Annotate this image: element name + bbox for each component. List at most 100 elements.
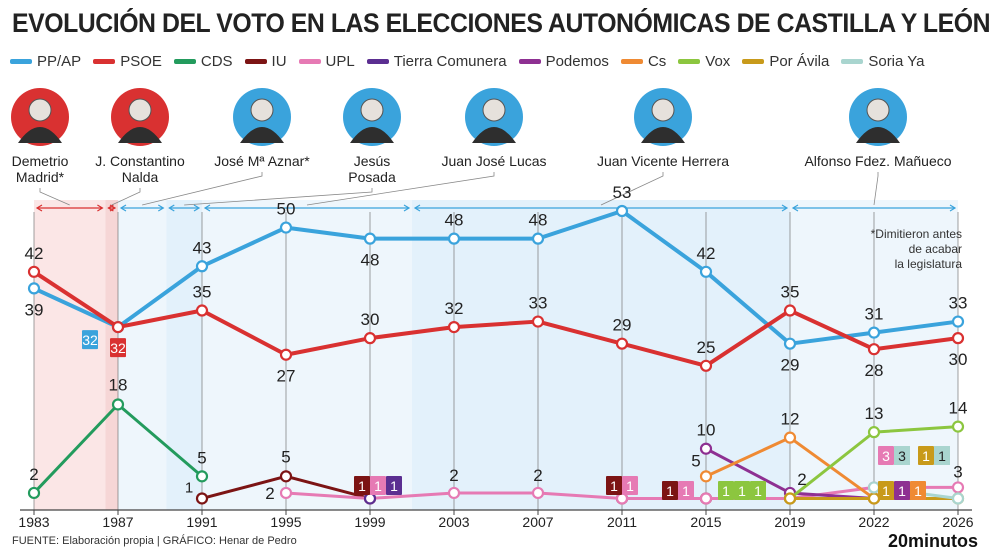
data-label-psoe: 25 xyxy=(697,338,716,357)
legend-swatch xyxy=(173,58,196,64)
badge-vox-2019c: 1 xyxy=(750,481,766,500)
data-label-pp: 50 xyxy=(277,200,296,219)
x-tick-label: 2015 xyxy=(690,514,721,530)
data-point-pp xyxy=(951,315,965,328)
arrow-head-left xyxy=(119,204,127,212)
legend-item-upl: UPL xyxy=(298,53,355,70)
data-label-pp: 42 xyxy=(697,244,716,263)
data-point-pp xyxy=(279,221,293,234)
badge-upl-1999: 1 xyxy=(370,476,386,495)
legend-item-cs: Cs xyxy=(620,52,667,70)
portrait-body xyxy=(641,127,685,143)
badge-rect xyxy=(878,446,894,465)
data-point-psoe xyxy=(531,315,545,328)
badge-label: 1 xyxy=(374,478,382,494)
name-leader xyxy=(111,188,141,206)
x-tick-label: 1999 xyxy=(354,514,385,530)
arrow-head-right xyxy=(781,204,789,212)
portrait-body xyxy=(856,127,900,143)
data-point-psoe xyxy=(783,304,797,317)
badge-label: 3 xyxy=(882,448,890,464)
data-point-psoe xyxy=(867,343,881,356)
legend-label: Cs xyxy=(647,52,667,70)
badge-label: 1 xyxy=(390,478,398,494)
legend-swatch xyxy=(518,58,541,64)
data-label-psoe: 27 xyxy=(277,367,296,386)
data-point-psoe xyxy=(111,320,125,334)
president-name: J. Constantino xyxy=(95,153,185,169)
badge-vox-2019: 1 xyxy=(718,481,734,500)
legend-item-porávila: Por Ávila xyxy=(742,53,829,70)
data-label-psoe: 32 xyxy=(445,299,464,318)
badge-rect xyxy=(110,338,126,358)
data-label-pp: 43 xyxy=(193,238,212,257)
data-point-pp xyxy=(195,260,209,273)
data-label-psoe: 30 xyxy=(361,310,380,329)
badge-label: 1 xyxy=(922,448,930,464)
legend-item-psoe: PSOE xyxy=(93,53,162,70)
data-point-cs xyxy=(783,431,797,444)
legend-label: Podemos xyxy=(545,52,609,70)
data-label-psoe: 32 xyxy=(110,338,126,358)
data-label-cds: 18 xyxy=(109,375,128,394)
name-leader xyxy=(306,172,495,206)
data-point-upl xyxy=(699,492,713,505)
portrait-face xyxy=(128,98,152,122)
arrow-head-right xyxy=(109,204,117,212)
badge-rect xyxy=(82,330,98,350)
data-point-pp xyxy=(363,232,377,245)
badge-rect xyxy=(718,481,734,500)
president-portrait-4: Juan José Lucas xyxy=(306,88,547,206)
note-text: *Dimitieron antes xyxy=(871,227,962,241)
x-tick-label: 1995 xyxy=(270,514,301,530)
data-point-psoe xyxy=(279,348,293,361)
badge-rect xyxy=(894,481,910,500)
data-label-pp: 53 xyxy=(613,183,632,202)
president-name: Demetrio xyxy=(12,153,69,169)
data-point-vox xyxy=(951,420,965,433)
note-text: de acabar xyxy=(909,242,962,256)
arrow-head-left xyxy=(413,204,421,212)
badge-vox-2019b: 1 xyxy=(734,481,750,500)
data-label-pp: 48 xyxy=(529,211,548,230)
data-point-cds xyxy=(111,398,125,411)
badge-label: 1 xyxy=(914,483,922,499)
data-point-pp xyxy=(783,337,797,350)
band-0 xyxy=(34,200,106,510)
badge-rect xyxy=(918,446,934,465)
data-point-upl xyxy=(279,486,293,500)
legend-swatch xyxy=(841,58,864,64)
data-label-iu: 1 xyxy=(185,479,193,496)
data-label-upl: 3 xyxy=(953,462,962,481)
legend-label: Por Ávila xyxy=(769,52,830,70)
legend-swatch xyxy=(366,58,389,64)
data-point-porávila xyxy=(867,492,881,505)
badge-rect xyxy=(622,476,638,495)
badge-label: 1 xyxy=(738,483,746,499)
badge-label: 1 xyxy=(666,483,674,499)
badge-rect xyxy=(386,476,402,495)
badge-label: 1 xyxy=(626,478,634,494)
x-tick-label: 1987 xyxy=(102,514,133,530)
badge-label: 1 xyxy=(882,483,890,499)
legend-swatch xyxy=(10,58,32,64)
legend-item-soriaya: Soria Ya xyxy=(841,53,925,70)
badge-porávila-2026: 1 xyxy=(918,446,934,465)
data-label-vox: 13 xyxy=(865,404,884,423)
portrait-body xyxy=(18,127,62,143)
name-leader xyxy=(39,188,70,206)
arrow-head-right xyxy=(97,204,104,212)
name-leader xyxy=(600,172,664,206)
data-point-upl xyxy=(531,486,545,500)
badge-label: 32 xyxy=(110,340,126,356)
badge-rect xyxy=(354,476,370,495)
data-label-psoe: 42 xyxy=(25,244,44,263)
portrait-body xyxy=(472,127,516,143)
data-point-iu xyxy=(195,492,209,505)
data-label-pp: 39 xyxy=(25,300,44,319)
data-label-pp: 32 xyxy=(82,330,98,350)
data-label-psoe: 29 xyxy=(613,316,632,335)
legend-swatch xyxy=(620,58,643,64)
